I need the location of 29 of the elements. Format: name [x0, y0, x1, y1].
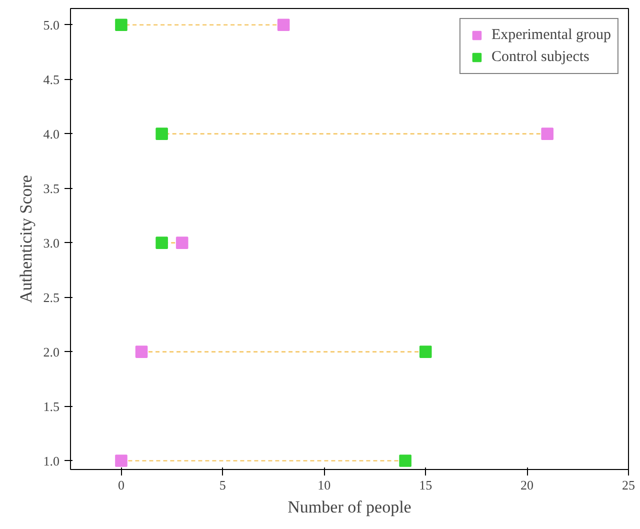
x-tick-label: 25 [622, 478, 635, 492]
y-tick-label: 4.5 [43, 72, 60, 87]
point [419, 346, 432, 358]
y-axis-title: Authenticity Score [16, 175, 36, 303]
point [115, 454, 128, 467]
y-tick-label: 1.0 [43, 453, 60, 468]
y-tick-label: 4.0 [43, 126, 60, 142]
point [176, 236, 188, 249]
x-axis-title: Number of people [288, 498, 412, 516]
point [135, 346, 148, 358]
y-tick-label: 2.0 [43, 344, 60, 360]
y-tick-label: 2.5 [43, 290, 60, 305]
point [399, 454, 412, 467]
y-tick-label: 1.5 [43, 398, 60, 414]
y-tick-label: 3.5 [43, 180, 60, 196]
y-tick-label: 3.0 [43, 235, 60, 250]
point [156, 128, 168, 140]
x-tick-label: 5 [219, 478, 226, 492]
legend-label: Control subjects [491, 48, 590, 66]
point [277, 18, 290, 31]
point [156, 236, 168, 249]
x-tick-label: 10 [318, 478, 331, 492]
x-tick-label: 15 [419, 478, 432, 492]
point [541, 128, 554, 140]
x-tick-label: 0 [118, 478, 124, 492]
legend-label: Experimental group [491, 26, 611, 44]
y-tick-label: 5.0 [43, 17, 60, 32]
point [115, 18, 128, 31]
x-tick-label: 20 [520, 478, 534, 492]
